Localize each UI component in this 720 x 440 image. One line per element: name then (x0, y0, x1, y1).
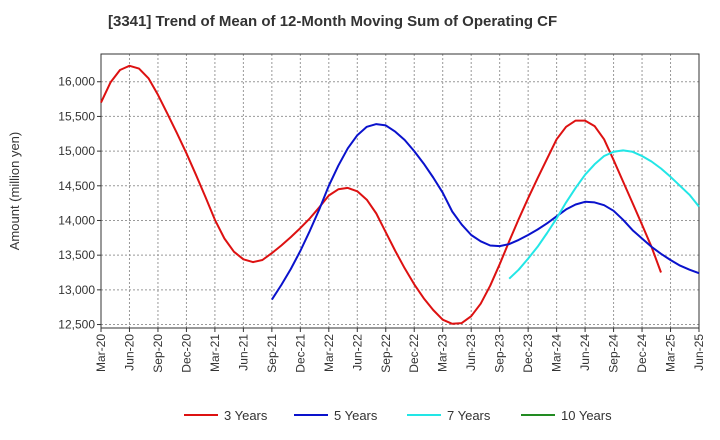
y-axis-label: Amount (million yen) (7, 132, 22, 251)
series-line-7-years (508, 149, 700, 280)
legend-label-5-years: 5 Years (334, 408, 378, 423)
chart-title: [3341] Trend of Mean of 12-Month Moving … (108, 13, 557, 30)
x-tick-label: Jun-25 (692, 334, 706, 371)
x-tick-label: Sep-22 (379, 334, 393, 373)
x-tick-label: Mar-23 (436, 334, 450, 372)
x-tick-label: Jun-24 (578, 334, 592, 371)
y-tick-label: 14,500 (58, 179, 95, 193)
y-tick-label: 16,000 (58, 75, 95, 89)
x-tick-label: Mar-24 (550, 334, 564, 372)
x-tick-label: Sep-24 (607, 334, 621, 373)
x-axis: Mar-20 Jun-20 Sep-20 Dec-20 Mar-21 Jun-21 Sep-… (94, 328, 706, 373)
x-tick-label: Mar-22 (322, 334, 336, 372)
y-tick-label: 14,000 (58, 213, 95, 227)
x-tick-label: Dec-23 (521, 334, 535, 373)
x-tick-label: Mar-20 (94, 334, 108, 372)
y-tick-label: 12,500 (58, 318, 95, 332)
x-tick-label: Mar-25 (664, 334, 678, 372)
series-line-5-years (271, 123, 700, 301)
x-tick-label: Sep-21 (265, 334, 279, 373)
plot-area (100, 53, 700, 329)
x-tick-label: Jun-22 (350, 334, 364, 371)
legend-label-10-years: 10 Years (561, 408, 612, 423)
legend: 3 Years 5 Years 7 Years 10 Years (184, 408, 612, 423)
x-tick-label: Jun-20 (122, 334, 136, 371)
series-line-3-years (100, 64, 662, 325)
y-axis: 12,500 13,000 13,500 14,000 14,500 15,000 15,5… (58, 75, 101, 332)
x-tick-label: Dec-24 (635, 334, 649, 373)
x-tick-label: Sep-20 (151, 334, 165, 373)
x-tick-label: Mar-21 (208, 334, 222, 372)
grid-lines (100, 54, 700, 328)
x-tick-label: Dec-22 (407, 334, 421, 373)
y-tick-label: 15,500 (58, 109, 95, 123)
x-tick-label: Jun-23 (464, 334, 478, 371)
y-tick-label: 13,500 (58, 248, 95, 262)
x-tick-label: Jun-21 (236, 334, 250, 371)
legend-label-3-years: 3 Years (224, 408, 268, 423)
series-layer (100, 64, 700, 325)
y-tick-label: 13,000 (58, 283, 95, 297)
x-tick-label: Sep-23 (493, 334, 507, 373)
y-tick-label: 15,000 (58, 144, 95, 158)
legend-label-7-years: 7 Years (447, 408, 491, 423)
x-tick-label: Dec-20 (179, 334, 193, 373)
x-tick-label: Dec-21 (293, 334, 307, 373)
